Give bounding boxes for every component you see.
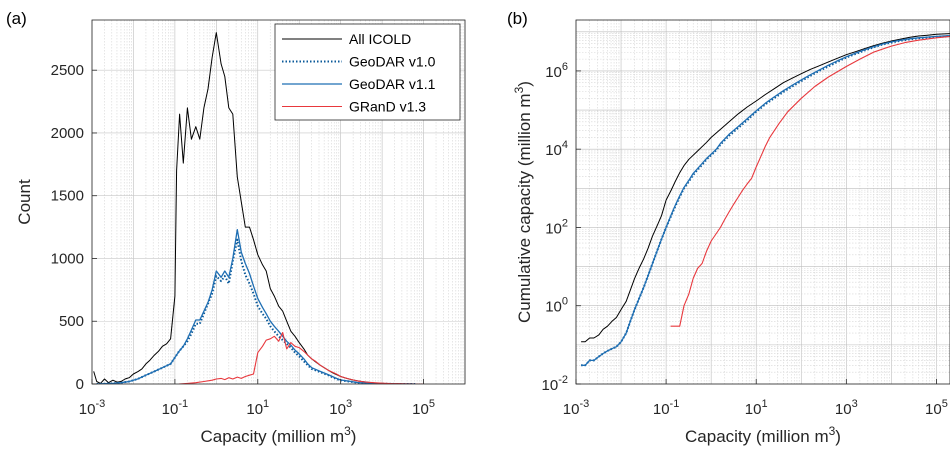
x-tick-label-base: 10 [246,401,263,418]
chart-a: 10-3 10-1 101 103 10505001000150020002500Cap… [15,19,466,446]
x-tick-label-base: 10 [329,401,346,418]
panel-b-label: (b) [507,9,528,28]
x-tick-label-base: 10 [79,401,96,418]
x-tick-label-base: 10 [653,401,670,418]
series-line-grand-v1-3 [178,331,424,384]
y-tick-label-exp: 6 [562,61,568,73]
x-tick-label-exp: 1 [761,398,767,410]
series-line-geodar-v1-1 [581,34,950,366]
x-tick-label: 105 [412,398,435,418]
series-line-all-icold [581,33,950,343]
legend-label: GeoDAR v1.1 [349,76,436,92]
x-tick-label-exp: -3 [579,398,589,410]
legend-box [274,23,461,121]
y-tick-label: 1500 [51,188,84,205]
series-line-geodar-v1-0 [581,35,950,367]
y-axis-label: Cumulative capacity (million m3) [512,81,534,323]
y-tick-label-exp: 4 [562,139,568,151]
x-tick-label-exp: -1 [670,398,680,410]
y-tick-label-exp: -2 [558,374,568,386]
y-tick-label: 0 [76,376,84,393]
grid [575,19,950,385]
x-tick-label-exp: 5 [429,398,435,410]
legend-label: GeoDAR v1.0 [349,54,436,70]
axes-frame [91,19,466,385]
y-tick-label-base: 10 [545,220,562,237]
x-tick-label-exp: -3 [95,398,105,410]
y-tick-label: 104 [545,139,568,159]
x-tick-label: 10-1 [653,398,679,418]
y-tick-label: 100 [545,296,568,316]
y-tick-label: 106 [545,61,568,81]
x-tick-label-exp: 3 [852,398,858,410]
x-axis-label: Capacity (million m3) [201,424,357,446]
x-tick-label-exp: 1 [263,398,269,410]
label-part: ) [515,81,534,87]
label-part: ) [835,427,841,446]
x-tick-label: 105 [925,398,948,418]
legend-label: GRanD v1.3 [349,99,426,115]
axes-frame [575,19,950,385]
y-tick-label-base: 10 [545,142,562,159]
y-tick-label-base: 10 [545,64,562,81]
x-tick-label: 101 [246,398,269,418]
series-group [581,33,950,367]
label-part: Capacity (million m [201,427,345,446]
y-tick-label-base: 10 [542,377,559,394]
x-tick-label: 10-3 [79,398,105,418]
legend: All ICOLD GeoDAR v1.0 GeoDAR v1.1 GRanD v1.… [274,23,461,121]
x-tick-label: 101 [745,398,768,418]
x-tick-label-base: 10 [835,401,852,418]
series-line-geodar-v1-1 [96,228,416,384]
y-tick-label-exp: 2 [562,217,568,229]
y-tick-label-exp: 0 [562,296,568,308]
panel-a-label: (a) [6,9,27,28]
label-sup: 3 [829,424,836,438]
x-tick-label-base: 10 [745,401,762,418]
plot-area [576,20,950,384]
label-sup: 3 [512,86,526,93]
chart-b: 10-3 10-1 101 103 10510-2100102104106Capacit… [512,19,950,446]
y-tick-label: 102 [545,217,568,237]
x-tick-label-exp: 3 [346,398,352,410]
label-part: Capacity (million m [685,427,829,446]
x-tick-label-base: 10 [925,401,942,418]
y-tick-label: 10-2 [542,374,568,394]
x-tick-label-exp: -1 [178,398,188,410]
x-tick-label-base: 10 [412,401,429,418]
series-line-grand-v1-3 [670,35,950,327]
y-tick-label: 1000 [51,250,84,267]
x-tick-label: 103 [835,398,858,418]
y-tick-label: 2500 [51,62,84,79]
legend-label: All ICOLD [349,31,411,47]
label-part: ) [351,427,357,446]
series-group [93,32,424,384]
x-tick-label-base: 10 [563,401,580,418]
y-tick-label: 500 [59,313,84,330]
x-tick-label-exp: 5 [942,398,948,410]
x-tick-label: 103 [329,398,352,418]
x-axis-label: Capacity (million m3) [685,424,841,446]
label-part: Cumulative capacity (million m [515,93,534,323]
y-tick-label: 2000 [51,125,84,142]
label-sup: 3 [344,424,351,438]
x-tick-label: 10-1 [162,398,188,418]
y-tick-label-base: 10 [545,299,562,316]
x-tick-label-base: 10 [162,401,179,418]
y-axis-label: Count [15,179,34,225]
x-tick-label: 10-3 [563,398,589,418]
